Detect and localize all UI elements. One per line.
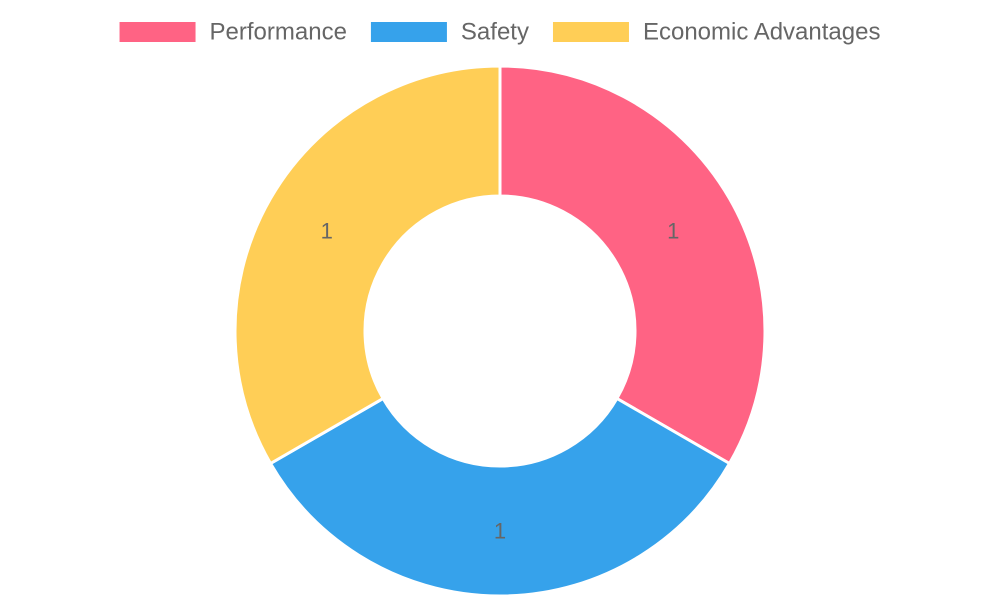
slice-safety[interactable] — [268, 396, 732, 598]
slice-labels: 1 1 1 — [321, 219, 680, 544]
slice-value-safety: 1 — [494, 519, 506, 544]
slice-economic-advantages[interactable] — [233, 64, 502, 466]
donut-slices — [233, 64, 767, 598]
legend-swatch-economic-advantages[interactable] — [552, 22, 629, 42]
slice-value-performance: 1 — [667, 219, 679, 244]
legend-label-economic-advantages[interactable]: Economic Advantages — [643, 19, 880, 46]
slice-performance[interactable] — [498, 64, 767, 466]
legend-label-performance[interactable]: Performance — [210, 19, 347, 46]
legend-swatch-safety[interactable] — [370, 22, 447, 42]
slice-value-economic-advantages: 1 — [321, 219, 333, 244]
legend-swatch-performance[interactable] — [119, 22, 196, 42]
legend-label-safety[interactable]: Safety — [461, 19, 529, 46]
chart-legend: Performance Safety Economic Advantages — [119, 19, 880, 46]
